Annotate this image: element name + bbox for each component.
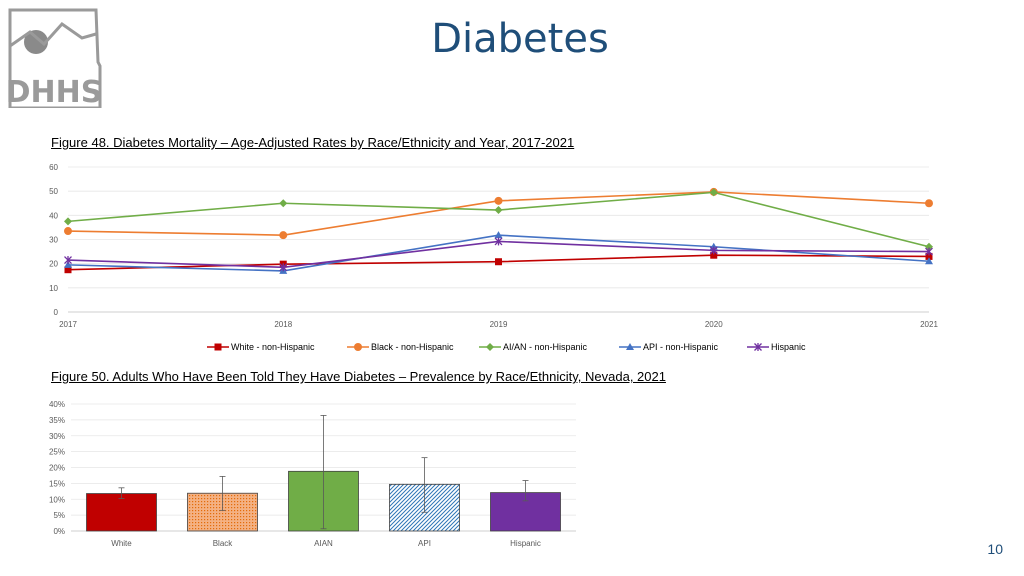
line-chart-y-tick-label: 0	[54, 308, 59, 317]
bar-chart-y-tick-label: 30%	[49, 432, 65, 441]
bar-white	[86, 493, 157, 532]
line-chart-x-tick-label: 2018	[274, 320, 292, 329]
bar-x-tick-label: White	[111, 539, 132, 548]
line-point	[710, 251, 718, 259]
line-chart-x-tick-label: 2020	[705, 320, 723, 329]
bar-x-tick-label: API	[418, 539, 431, 548]
bar-x-tick-label: Hispanic	[510, 539, 541, 548]
page-title: Diabetes	[431, 16, 609, 62]
line-point	[279, 231, 288, 240]
bar-chart-y-tick-label: 25%	[49, 448, 65, 457]
line-point	[494, 231, 503, 239]
logo-text: DHHS	[6, 75, 102, 108]
legend-marker	[486, 343, 494, 351]
line-point	[494, 237, 503, 246]
line-point	[925, 257, 933, 265]
line-point	[64, 256, 72, 265]
bar-chart-y-tick-label: 5%	[53, 511, 65, 520]
legend-label: Black - non-Hispanic	[371, 342, 454, 352]
line-point	[279, 199, 288, 208]
bar-x-tick-label: Black	[213, 539, 234, 548]
line-point	[709, 246, 718, 255]
line-chart-x-tick-label: 2019	[490, 320, 508, 329]
line-point	[64, 266, 72, 274]
line-chart-y-tick-label: 30	[49, 236, 58, 245]
dhhs-logo: DHHS	[6, 8, 102, 108]
line-point	[709, 188, 718, 197]
legend-marker	[626, 343, 634, 350]
line-chart-y-tick-label: 40	[49, 211, 58, 220]
line-chart-y-tick-label: 10	[49, 284, 58, 293]
bar-chart-y-tick-label: 10%	[49, 495, 65, 504]
line-point	[279, 263, 288, 272]
line-point	[495, 258, 502, 266]
bar-chart-y-tick-label: 15%	[49, 479, 65, 488]
legend-label: AI/AN - non-Hispanic	[503, 342, 588, 352]
legend-marker	[354, 343, 362, 351]
line-chart-x-tick-label: 2021	[920, 320, 938, 329]
line-point	[494, 196, 503, 205]
legend-marker	[754, 343, 762, 351]
line-chart-y-tick-label: 60	[49, 163, 58, 172]
line-chart-y-tick-label: 50	[49, 187, 58, 196]
line-point	[64, 260, 72, 268]
bar-chart-y-tick-label: 20%	[49, 464, 65, 473]
bar-chart-y-tick-label: 35%	[49, 416, 65, 425]
line-point	[494, 206, 503, 215]
line-chart-x-tick-label: 2017	[59, 320, 77, 329]
figure-50-caption: Figure 50. Adults Who Have Been Told The…	[51, 369, 666, 384]
legend-label: API - non-Hispanic	[643, 342, 719, 352]
line-point	[64, 217, 72, 226]
line-point	[925, 247, 933, 256]
legend-label: Hispanic	[771, 342, 806, 352]
figure-48-caption: Figure 48. Diabetes Mortality – Age-Adju…	[51, 135, 575, 150]
line-chart-y-tick-label: 20	[49, 260, 58, 269]
bar-x-tick-label: AIAN	[314, 539, 333, 548]
bar-chart-y-tick-label: 0%	[53, 527, 65, 536]
page-number: 10	[987, 541, 1003, 557]
legend-label: White - non-Hispanic	[231, 342, 315, 352]
bar-chart-y-tick-label: 40%	[49, 400, 65, 409]
line-point	[925, 252, 933, 260]
legend-marker	[214, 343, 222, 351]
line-point	[64, 227, 72, 236]
line-point	[925, 199, 933, 208]
